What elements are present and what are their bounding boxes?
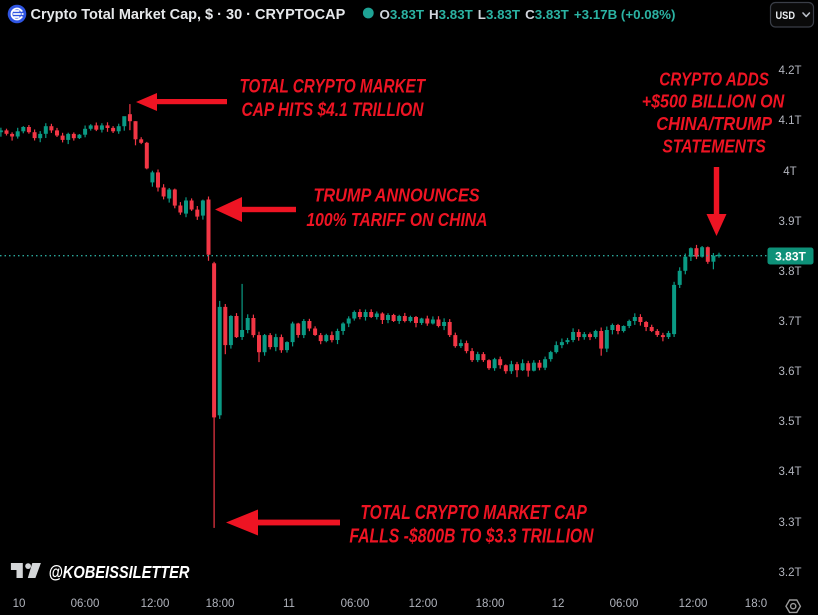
svg-text:12: 12 — [552, 598, 565, 610]
svg-text:18:0: 18:0 — [745, 598, 767, 610]
svg-text:@KOBEISSILETTER: @KOBEISSILETTER — [49, 562, 190, 582]
svg-text:CRYPTO ADDS: CRYPTO ADDS — [659, 68, 769, 89]
svg-text:3.83T: 3.83T — [775, 249, 806, 263]
svg-text:TRUMP ANNOUNCES: TRUMP ANNOUNCES — [313, 185, 480, 206]
svg-text:CHINA/TRUMP: CHINA/TRUMP — [656, 113, 773, 134]
svg-text:11: 11 — [283, 598, 295, 610]
svg-text:Crypto Total Market Cap, $ · 3: Crypto Total Market Cap, $ · 30 · CRYPTO… — [31, 7, 346, 23]
svg-text:06:00: 06:00 — [71, 598, 100, 610]
svg-text:12:00: 12:00 — [141, 598, 170, 610]
svg-text:3.6T: 3.6T — [778, 366, 801, 378]
svg-text:12:00: 12:00 — [409, 598, 438, 610]
svg-text:06:00: 06:00 — [610, 598, 639, 610]
svg-text:3.9T: 3.9T — [778, 216, 801, 228]
svg-text:CAP HITS $4.1 TRILLION: CAP HITS $4.1 TRILLION — [242, 100, 425, 121]
svg-text:USD: USD — [776, 10, 796, 22]
svg-text:TOTAL CRYPTO MARKET CAP: TOTAL CRYPTO MARKET CAP — [360, 502, 587, 524]
svg-text:3.7T: 3.7T — [778, 316, 801, 328]
svg-text:3.4T: 3.4T — [778, 466, 801, 478]
svg-text:+$500 BILLION ON: +$500 BILLION ON — [642, 91, 785, 112]
svg-text:18:00: 18:00 — [476, 598, 505, 610]
svg-text:TOTAL CRYPTO MARKET: TOTAL CRYPTO MARKET — [240, 77, 427, 98]
svg-text:4T: 4T — [783, 166, 796, 178]
svg-text:12:00: 12:00 — [679, 598, 708, 610]
svg-text:10: 10 — [13, 598, 26, 610]
svg-text:3.2T: 3.2T — [778, 567, 801, 579]
svg-text:3.3T: 3.3T — [778, 517, 801, 529]
svg-text:3.5T: 3.5T — [778, 416, 801, 428]
svg-text:FALLS -$800B TO $3.3 TRILLION: FALLS -$800B TO $3.3 TRILLION — [349, 526, 594, 548]
svg-text:4.1T: 4.1T — [778, 115, 801, 127]
svg-text:100% TARIFF ON CHINA: 100% TARIFF ON CHINA — [306, 209, 487, 230]
svg-text:06:00: 06:00 — [341, 598, 370, 610]
svg-text:STATEMENTS: STATEMENTS — [662, 136, 765, 157]
svg-text:3.8T: 3.8T — [778, 266, 801, 278]
svg-text:4.2T: 4.2T — [778, 65, 801, 77]
svg-text:18:00: 18:00 — [206, 598, 235, 610]
